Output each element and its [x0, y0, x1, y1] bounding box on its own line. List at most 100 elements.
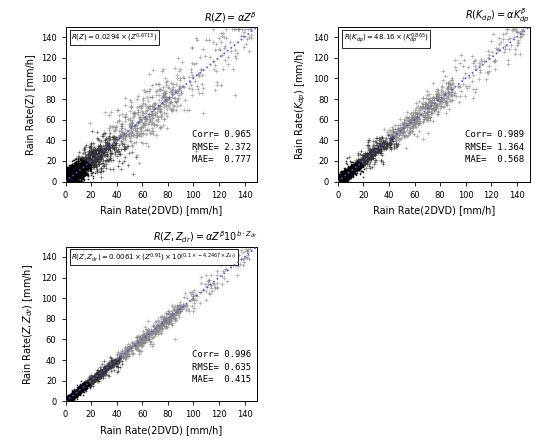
Point — [70, 171, 79, 178]
Point — [66, 166, 74, 173]
Point — [341, 169, 350, 176]
Point — [63, 396, 72, 403]
Point — [83, 380, 92, 388]
Point — [351, 160, 359, 167]
Point — [129, 140, 138, 147]
Point — [64, 170, 73, 177]
Point — [61, 168, 70, 175]
Point — [342, 176, 351, 183]
Point — [408, 114, 417, 121]
Point — [349, 168, 358, 175]
Point — [336, 178, 345, 185]
Point — [84, 379, 92, 386]
Point — [68, 177, 77, 184]
Point — [66, 393, 74, 401]
Point — [68, 169, 76, 177]
Point — [135, 115, 144, 122]
Point — [65, 175, 74, 182]
Point — [74, 388, 82, 395]
Point — [73, 168, 81, 175]
Point — [106, 165, 115, 172]
Point — [359, 160, 367, 167]
Point — [78, 384, 86, 391]
Point — [63, 396, 72, 403]
Point — [67, 168, 75, 175]
Point — [336, 177, 345, 184]
Point — [80, 383, 89, 390]
Point — [115, 358, 123, 365]
Point — [80, 156, 89, 163]
Point — [338, 176, 347, 183]
Point — [359, 156, 368, 163]
Point — [335, 178, 343, 185]
Point — [67, 171, 76, 178]
Point — [335, 173, 344, 180]
Point — [72, 172, 81, 179]
Point — [73, 168, 81, 175]
Point — [62, 398, 70, 405]
Point — [64, 178, 73, 185]
Point — [68, 395, 77, 402]
Point — [436, 104, 444, 112]
Point — [346, 164, 355, 171]
Point — [63, 176, 72, 183]
Point — [66, 395, 74, 402]
Point — [76, 384, 85, 391]
Point — [69, 169, 78, 177]
Point — [89, 375, 98, 382]
Point — [434, 92, 442, 99]
Point — [93, 375, 102, 382]
Point — [99, 162, 108, 169]
Point — [78, 161, 86, 169]
Point — [64, 396, 73, 403]
Point — [335, 178, 344, 185]
Point — [93, 373, 102, 380]
Point — [66, 173, 74, 181]
Point — [334, 177, 343, 184]
Point — [61, 398, 70, 405]
Point — [128, 109, 137, 116]
Point — [64, 178, 73, 185]
Point — [63, 170, 72, 177]
Point — [62, 398, 70, 405]
Point — [339, 171, 348, 178]
Point — [62, 168, 70, 175]
Point — [340, 171, 349, 178]
Point — [63, 167, 72, 174]
Point — [70, 391, 79, 398]
Point — [75, 386, 84, 393]
Point — [337, 174, 346, 181]
Point — [334, 176, 342, 183]
Point — [351, 165, 359, 173]
Point — [349, 165, 358, 173]
Point — [64, 178, 73, 185]
Point — [342, 172, 351, 179]
Point — [175, 83, 184, 90]
Point — [65, 396, 74, 403]
Point — [147, 93, 156, 100]
Point — [63, 170, 72, 177]
Point — [84, 380, 93, 387]
Point — [336, 171, 345, 178]
Point — [63, 178, 72, 185]
Point — [79, 379, 88, 386]
Point — [61, 175, 70, 182]
Point — [340, 174, 349, 182]
Point — [70, 398, 79, 405]
Point — [74, 385, 83, 392]
Point — [63, 176, 72, 183]
Point — [104, 373, 113, 380]
Point — [367, 146, 376, 153]
Point — [66, 393, 75, 400]
Point — [62, 176, 70, 183]
Point — [72, 388, 81, 395]
Point — [61, 397, 70, 405]
Point — [82, 380, 91, 388]
Point — [73, 178, 81, 185]
Point — [85, 380, 94, 387]
Point — [212, 268, 221, 275]
Point — [83, 379, 92, 386]
Point — [340, 169, 348, 177]
Point — [80, 167, 88, 174]
Point — [112, 357, 121, 364]
